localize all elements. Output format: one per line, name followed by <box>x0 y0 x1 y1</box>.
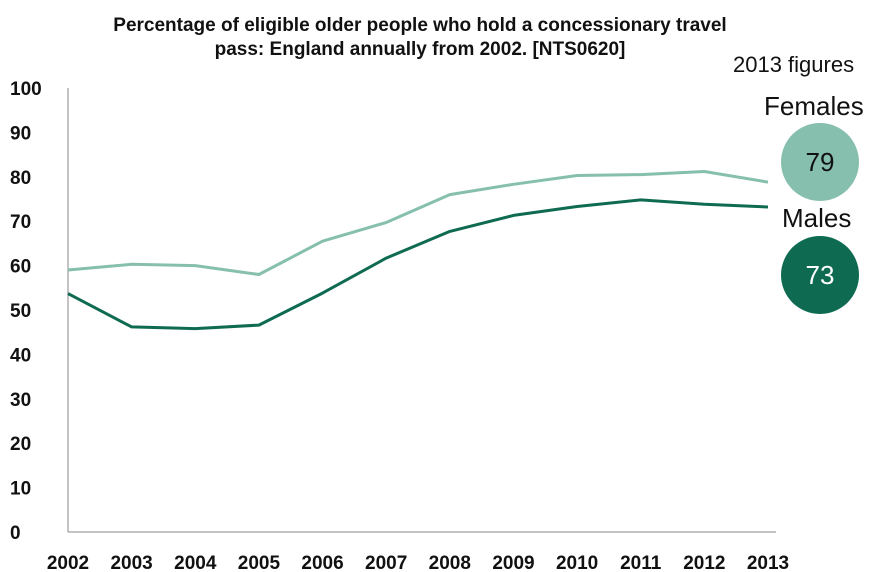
y-tick-label: 10 <box>10 479 31 500</box>
series-line-males <box>67 198 769 331</box>
males-value-bubble: 73 <box>781 236 859 314</box>
x-tick-label: 2009 <box>492 553 534 572</box>
y-tick-label: 90 <box>10 123 31 144</box>
x-tick-label: 2013 <box>747 553 789 572</box>
x-tick-label: 2010 <box>556 553 598 572</box>
y-tick-label: 80 <box>10 168 31 189</box>
x-tick-label: 2012 <box>683 553 725 572</box>
x-tick-label: 2007 <box>365 553 407 572</box>
y-tick-label: 100 <box>10 79 42 100</box>
x-tick-label: 2006 <box>301 553 343 572</box>
females-label: Females <box>764 91 864 121</box>
females-value: 79 <box>805 146 835 177</box>
y-tick-label: 60 <box>10 257 31 278</box>
x-tick-label: 2003 <box>110 553 152 572</box>
males-label: Males <box>782 203 852 233</box>
x-tick-label: 2002 <box>47 553 89 572</box>
males-value: 73 <box>805 259 835 290</box>
chart-title: Percentage of eligible older people who … <box>20 14 820 62</box>
side-panel-heading: 2013 figures <box>733 52 855 77</box>
y-tick-label: 50 <box>10 301 31 322</box>
x-tick-label: 2011 <box>620 553 662 572</box>
y-tick-label: 0 <box>10 523 21 544</box>
chart-title-line-1: Percentage of eligible older people who … <box>113 15 727 36</box>
y-tick-label: 70 <box>10 212 31 233</box>
x-tick-label: 2004 <box>174 553 217 572</box>
series-line-females <box>67 170 769 276</box>
x-tick-label: 2005 <box>238 553 281 572</box>
x-tick-label: 2008 <box>429 553 471 572</box>
y-tick-label: 30 <box>10 390 31 411</box>
females-value-bubble: 79 <box>781 123 859 201</box>
chart-title-line-2: pass: England annually from 2002. [NTS06… <box>214 39 626 60</box>
y-tick-label: 20 <box>10 434 31 455</box>
y-tick-label: 40 <box>10 345 31 366</box>
